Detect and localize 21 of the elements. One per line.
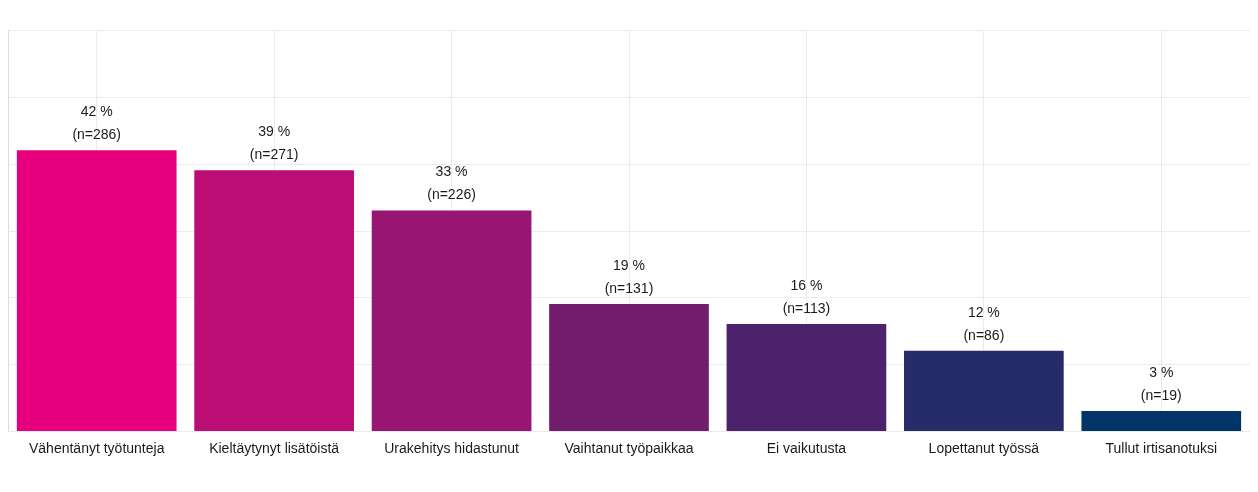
x-tick-label: Lopettanut työssä [928,439,1040,456]
x-tick-label: Vähentänyt työtunteja [29,439,165,456]
bar [726,324,887,431]
bar [1081,410,1242,431]
data-label: 19 % (n=131) [604,257,654,297]
x-tick-label: Tullut irtisanotuksi [1105,439,1218,456]
x-tick-label: Kieltäytynyt lisätöistä [209,439,340,456]
data-label: 33 % (n=226) [427,163,476,203]
x-tick-label: Ei vaikutusta [766,439,847,456]
bar [16,150,177,431]
bar [371,210,532,431]
data-label: 3 % (n=19) [1140,363,1182,403]
x-tick-label: Vaihtanut työpaikkaa [564,439,694,456]
bar [194,170,354,431]
bar [549,304,709,431]
data-label: 16 % (n=113) [782,277,831,317]
data-label: 12 % (n=86) [963,303,1005,343]
bar [904,350,1064,431]
x-tick-label: Urakehitys hidastunut [384,439,519,456]
data-label: 42 % (n=286) [72,103,122,143]
data-label: 39 % (n=271) [249,123,299,163]
